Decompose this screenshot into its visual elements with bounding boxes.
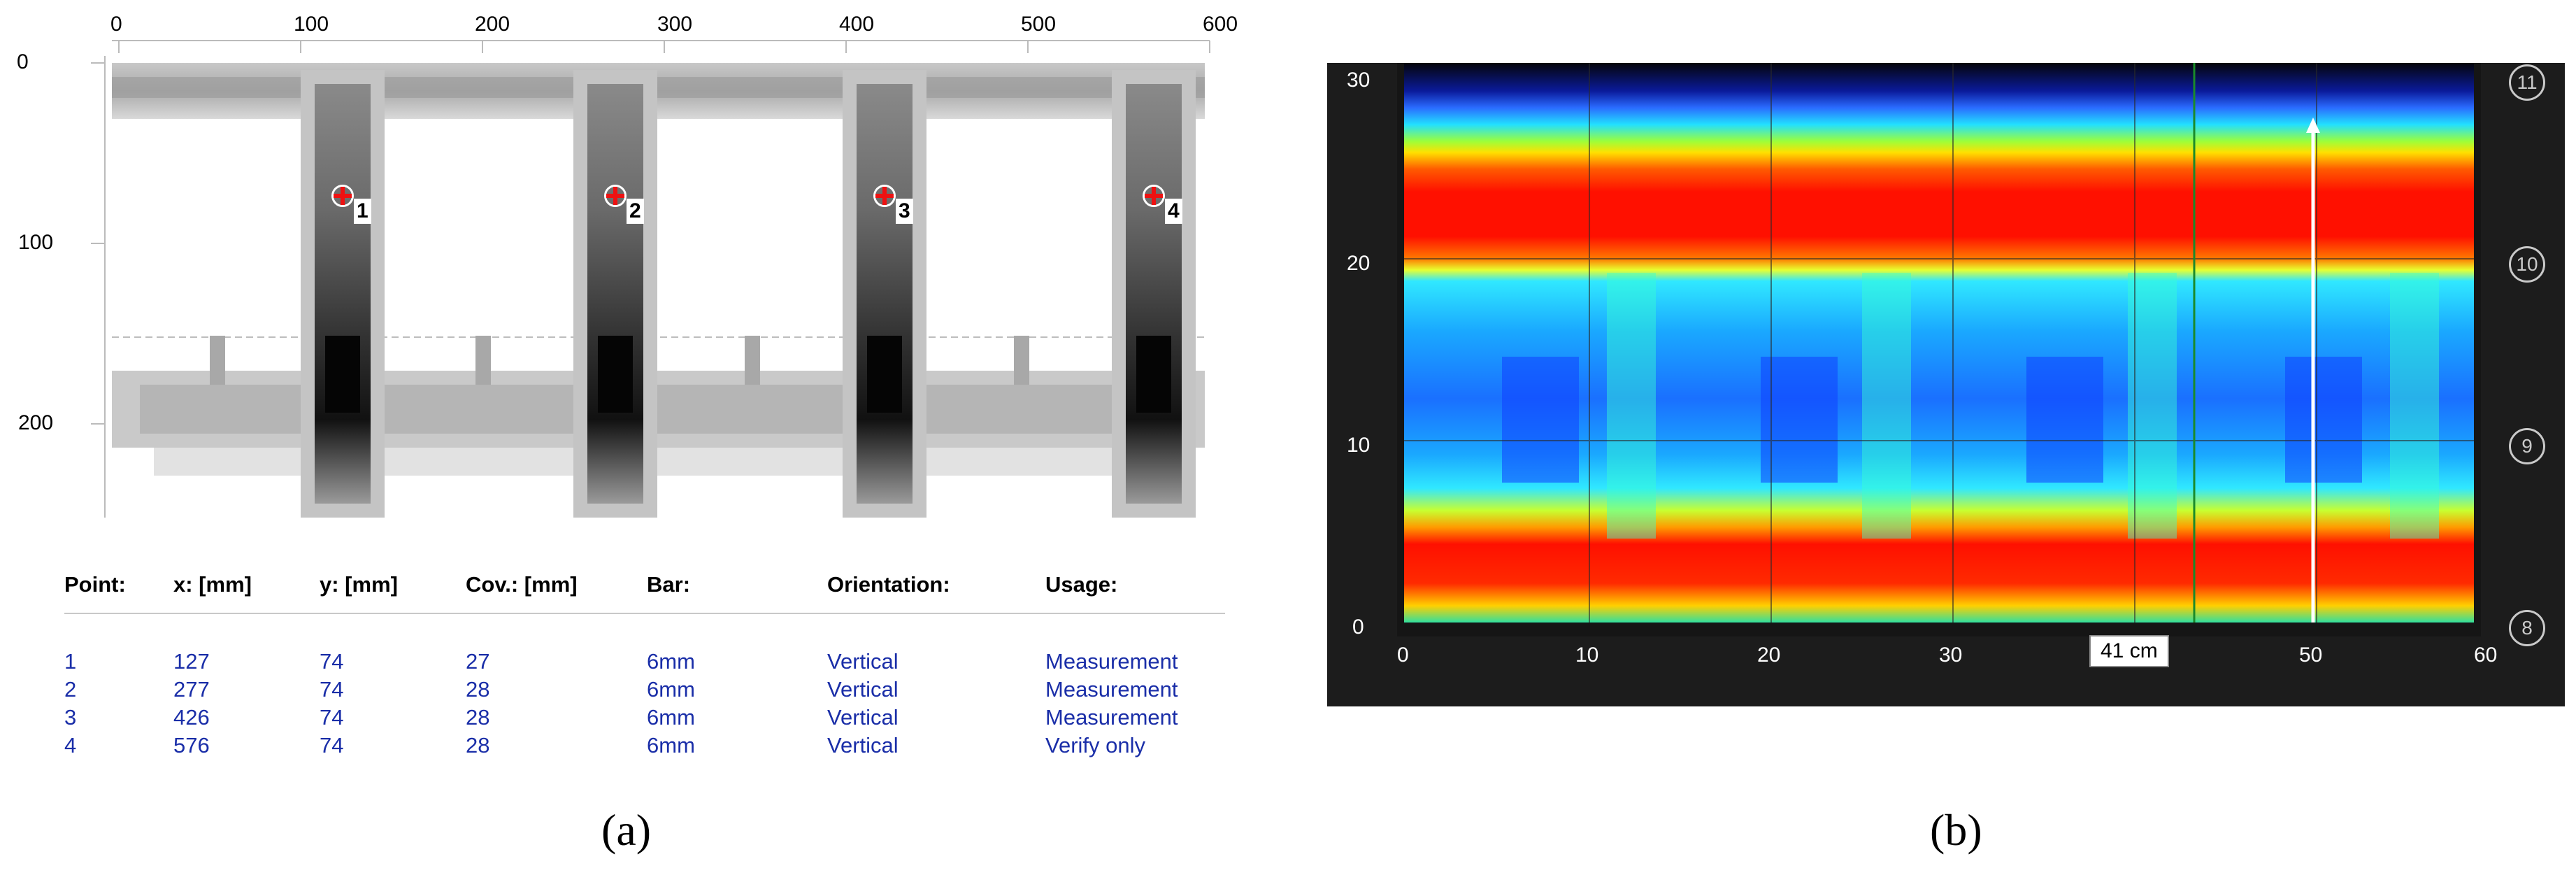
b-x-tick-30: 30: [1939, 643, 1963, 667]
b-x-tick-0: 0: [1397, 643, 1409, 667]
x-tick-200: 200: [475, 13, 510, 36]
cell-cover: 27: [466, 649, 490, 674]
cell-orientation: Vertical: [827, 649, 899, 674]
cell-point: 4: [64, 733, 77, 757]
rebar-marker-3[interactable]: 3: [864, 175, 913, 224]
depth-badge-9: 9: [2509, 428, 2545, 464]
x-tick-400: 400: [839, 13, 875, 36]
cell-bar: 6mm: [647, 733, 695, 757]
cell-cover: 28: [466, 733, 490, 757]
marker-label: 1: [354, 199, 371, 224]
cell-point: 3: [64, 705, 77, 730]
scan-rulers: [91, 40, 1210, 518]
cell-x: 277: [173, 677, 210, 702]
cell-x: 426: [173, 705, 210, 730]
y-tick-200: 200: [18, 411, 54, 434]
b-y-tick-0: 0: [1352, 616, 1364, 639]
cell-usage: Measurement: [1045, 705, 1178, 730]
b-y-tick-10: 10: [1347, 434, 1371, 457]
caption-a: (a): [601, 805, 652, 855]
depth-badge-11: 11: [2509, 64, 2545, 101]
marker-label: 2: [627, 199, 644, 224]
cell-orientation: Vertical: [827, 705, 899, 730]
rebar-marker-4[interactable]: 4: [1133, 175, 1182, 224]
col-header-point: Point:: [64, 572, 126, 597]
x-tick-0: 0: [110, 13, 122, 36]
col-header-usage: Usage:: [1045, 572, 1118, 597]
y-tick-0: 0: [17, 50, 29, 73]
x-tick-500: 500: [1021, 13, 1057, 36]
cell-usage: Measurement: [1045, 649, 1178, 674]
cell-y: 74: [320, 649, 344, 674]
depth-badge-8: 8: [2509, 610, 2545, 646]
cell-bar: 6mm: [647, 677, 695, 702]
cell-bar: 6mm: [647, 649, 695, 674]
gpr-scan-image: 1 2 3 4: [112, 56, 1205, 518]
col-header-bar: Bar:: [647, 572, 691, 597]
b-y-tick-30: 30: [1347, 69, 1371, 92]
rebar-marker-1[interactable]: 1: [322, 175, 371, 224]
cell-point: 2: [64, 677, 77, 702]
cell-x: 127: [173, 649, 210, 674]
col-header-y: y: [mm]: [320, 572, 398, 597]
y-tick-100: 100: [18, 231, 54, 254]
caption-b: (b): [1930, 805, 1982, 855]
x-tick-600: 600: [1203, 13, 1238, 36]
cell-y: 74: [320, 733, 344, 757]
cell-usage: Measurement: [1045, 677, 1178, 702]
col-header-x: x: [mm]: [173, 572, 252, 597]
x-tick-100: 100: [294, 13, 329, 36]
depth-badge-10: 10: [2509, 246, 2545, 283]
cell-x: 576: [173, 733, 210, 757]
b-x-tick-20: 20: [1757, 643, 1781, 667]
cell-y: 74: [320, 705, 344, 730]
cell-cover: 28: [466, 705, 490, 730]
cell-bar: 6mm: [647, 705, 695, 730]
cursor-position-label[interactable]: 41 cm: [2089, 635, 2169, 667]
marker-label: 4: [1165, 199, 1182, 224]
rebar-marker-2[interactable]: 2: [594, 175, 644, 224]
b-y-tick-20: 20: [1347, 252, 1371, 275]
cell-cover: 28: [466, 677, 490, 702]
marker-label: 3: [896, 199, 913, 224]
cell-usage: Verify only: [1045, 733, 1146, 757]
gpr-heatmap: [1397, 63, 2481, 636]
col-header-orientation: Orientation:: [827, 572, 950, 597]
panel-b: 30 20 10 0 0 10 20 30 50 60 41 cm 11 10 …: [1327, 63, 2565, 706]
cell-orientation: Vertical: [827, 677, 899, 702]
cell-orientation: Vertical: [827, 733, 899, 757]
col-header-cover: Cov.: [mm]: [466, 572, 578, 597]
b-x-tick-60: 60: [2474, 643, 2498, 667]
b-x-tick-10: 10: [1575, 643, 1599, 667]
cell-point: 1: [64, 649, 77, 674]
table-divider: [64, 613, 1225, 614]
cell-y: 74: [320, 677, 344, 702]
x-tick-300: 300: [657, 13, 693, 36]
b-x-tick-50: 50: [2299, 643, 2323, 667]
